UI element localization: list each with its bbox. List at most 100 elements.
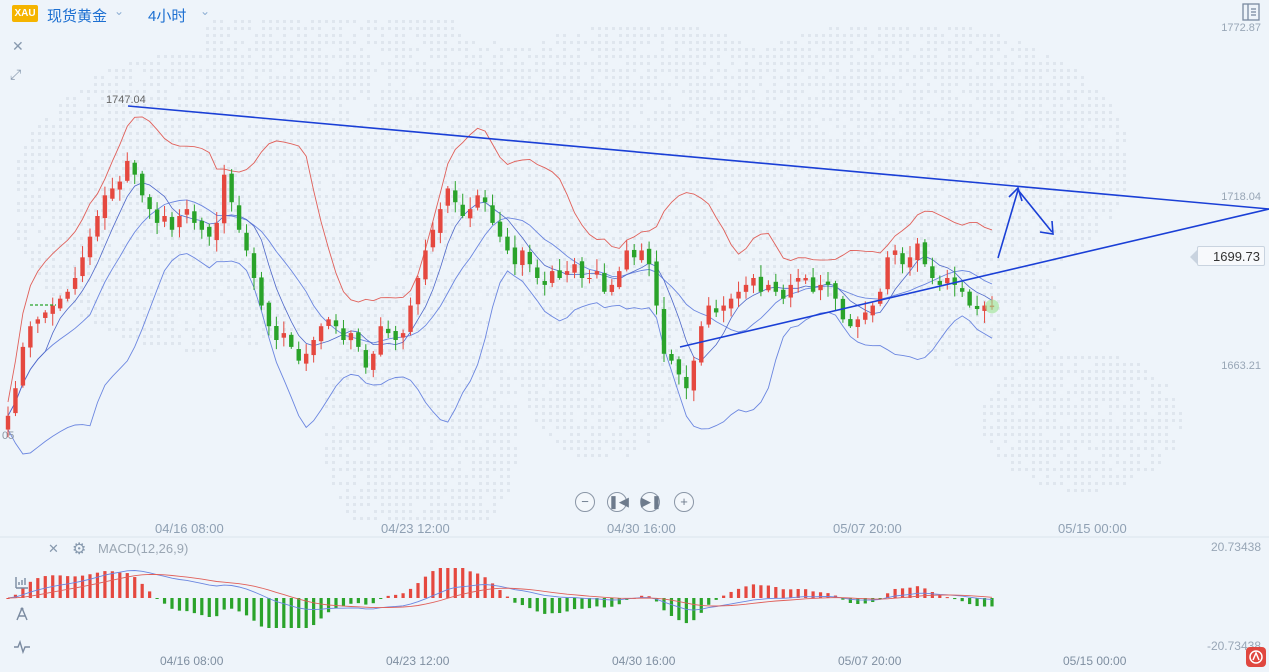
macd-bar <box>357 598 360 603</box>
candle-body <box>36 319 40 323</box>
macd-bar <box>618 598 621 604</box>
zoom-in-button[interactable]: + <box>674 492 694 512</box>
macd-bar <box>610 598 613 607</box>
candle-body <box>803 278 807 280</box>
high-marker-label: 1747.04 <box>106 94 146 106</box>
macd-bar <box>394 595 397 598</box>
candle-body <box>677 359 681 374</box>
candle-body <box>826 282 830 285</box>
candle-body <box>461 205 465 216</box>
macd-bar <box>245 598 248 615</box>
macd-bar <box>901 588 904 598</box>
macd-bar <box>536 598 539 611</box>
macd-bar <box>506 597 509 598</box>
indicator-chart-icon[interactable] <box>14 574 30 593</box>
macd-bar <box>483 577 486 598</box>
price-axis-top: 1772.87 <box>1221 22 1261 34</box>
candle-body <box>51 306 55 314</box>
macd-bar <box>707 598 710 605</box>
macd-bar <box>372 598 375 603</box>
candle-body <box>654 261 658 305</box>
gear-icon[interactable]: ⚙ <box>72 539 86 559</box>
candle-body <box>423 250 427 279</box>
zoom-out-button[interactable]: − <box>575 492 595 512</box>
candle-body <box>431 230 435 248</box>
macd-bar <box>319 598 322 618</box>
candle-body <box>789 285 793 298</box>
macd-label: MACD(12,26,9) <box>98 541 188 556</box>
macd-bar <box>88 574 91 598</box>
candle-body <box>714 308 718 312</box>
candle-body <box>125 161 129 181</box>
macd-bar <box>305 598 308 628</box>
candle-body <box>833 283 837 299</box>
candle-body <box>498 222 502 237</box>
candle-body <box>707 306 711 325</box>
macd-bar <box>782 589 785 598</box>
price-axis-mid: 1718.04 <box>1221 191 1261 203</box>
candle-body <box>662 309 666 354</box>
candle-body <box>43 312 47 318</box>
candle-body <box>468 209 472 218</box>
wave-icon[interactable] <box>13 640 31 657</box>
time-label: 04/30 16:00 <box>607 521 676 536</box>
macd-bar <box>379 598 382 599</box>
candle-body <box>289 335 293 347</box>
time-label: 05/07 20:00 <box>833 521 902 536</box>
candle-body <box>580 261 584 278</box>
candle-body <box>871 306 875 316</box>
macd-bar <box>521 598 524 605</box>
drawing-tool-icon[interactable] <box>14 606 30 625</box>
candle-body <box>379 326 383 354</box>
current-price-tag: 1699.73 <box>1197 246 1265 266</box>
candle-body <box>543 281 547 285</box>
macd-bar <box>469 571 472 598</box>
candle-body <box>513 247 517 264</box>
candle-body <box>915 244 919 261</box>
macd-bar <box>588 598 591 608</box>
candle-body <box>938 281 942 285</box>
scroll-right-button[interactable]: ▶❚ <box>640 492 660 512</box>
macd-bar <box>297 598 300 628</box>
candle-body <box>192 211 196 223</box>
candle-body <box>185 209 189 215</box>
candle-body <box>908 257 912 267</box>
macd-bar <box>141 584 144 598</box>
candle-body <box>729 299 733 309</box>
candle-body <box>945 278 949 283</box>
candle-body <box>304 354 308 364</box>
candle-body <box>103 195 107 218</box>
candle-body <box>207 227 211 237</box>
candle-body <box>252 253 256 278</box>
macd-bar <box>722 596 725 598</box>
trendlines <box>128 106 1269 347</box>
macd-bar <box>185 598 188 611</box>
candle-body <box>595 271 599 275</box>
macd-bar <box>334 598 337 608</box>
candle-body <box>490 205 494 223</box>
macd-bar <box>454 568 457 598</box>
candle-body <box>751 278 755 286</box>
macd-bar <box>44 576 47 598</box>
candle-body <box>177 216 181 227</box>
close-indicator-icon[interactable]: ✕ <box>48 541 59 557</box>
candle-body <box>602 273 606 292</box>
bollinger-bands <box>8 117 992 454</box>
candle-body <box>856 319 860 327</box>
candle-body <box>6 416 10 430</box>
macd-bar <box>938 596 941 598</box>
macd-bar <box>215 598 218 616</box>
scroll-left-button[interactable]: ❚◀ <box>607 492 627 512</box>
candle-body <box>13 388 17 413</box>
macd-bar <box>342 598 345 606</box>
candle-body <box>744 285 748 292</box>
macd-bar <box>223 598 226 610</box>
macd-bar <box>744 586 747 598</box>
candle-body <box>244 233 248 251</box>
macd-time-label: 04/23 12:00 <box>386 654 449 668</box>
candle-body <box>483 197 487 202</box>
candle-body <box>759 277 763 292</box>
candle-body <box>557 270 561 278</box>
macd-bar <box>193 598 196 613</box>
